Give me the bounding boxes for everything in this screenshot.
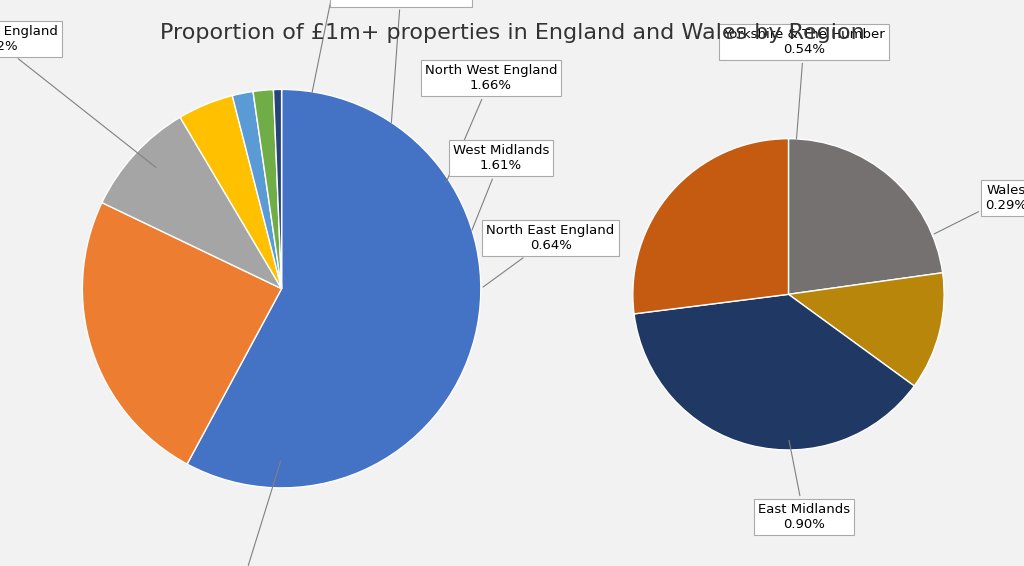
Wedge shape [82, 203, 282, 464]
Text: Proportion of £1m+ properties in England and Wales by Region: Proportion of £1m+ properties in England… [160, 23, 864, 42]
Wedge shape [187, 89, 481, 488]
Text: North West England
1.66%: North West England 1.66% [425, 65, 557, 182]
Text: London
56.86%: London 56.86% [216, 461, 281, 566]
Text: Yorkshire & The Humber
0.54%: Yorkshire & The Humber 0.54% [723, 28, 885, 139]
Text: North East England
0.64%: North East England 0.64% [483, 224, 614, 287]
Text: East of England
9.22%: East of England 9.22% [290, 0, 393, 93]
Wedge shape [102, 117, 282, 289]
Wedge shape [232, 92, 282, 289]
Text: East Midlands
0.90%: East Midlands 0.90% [758, 440, 850, 531]
Wedge shape [788, 139, 943, 294]
Text: South East England
23.82%: South East England 23.82% [0, 24, 156, 168]
Text: South West England
4.45%: South West England 4.45% [334, 0, 468, 122]
Wedge shape [634, 294, 914, 450]
Wedge shape [253, 89, 282, 289]
Text: Wales
0.29%: Wales 0.29% [934, 184, 1024, 234]
Wedge shape [633, 139, 788, 314]
Wedge shape [788, 273, 944, 386]
Text: West Midlands
1.61%: West Midlands 1.61% [453, 144, 549, 230]
Wedge shape [180, 96, 282, 289]
Wedge shape [273, 89, 282, 289]
